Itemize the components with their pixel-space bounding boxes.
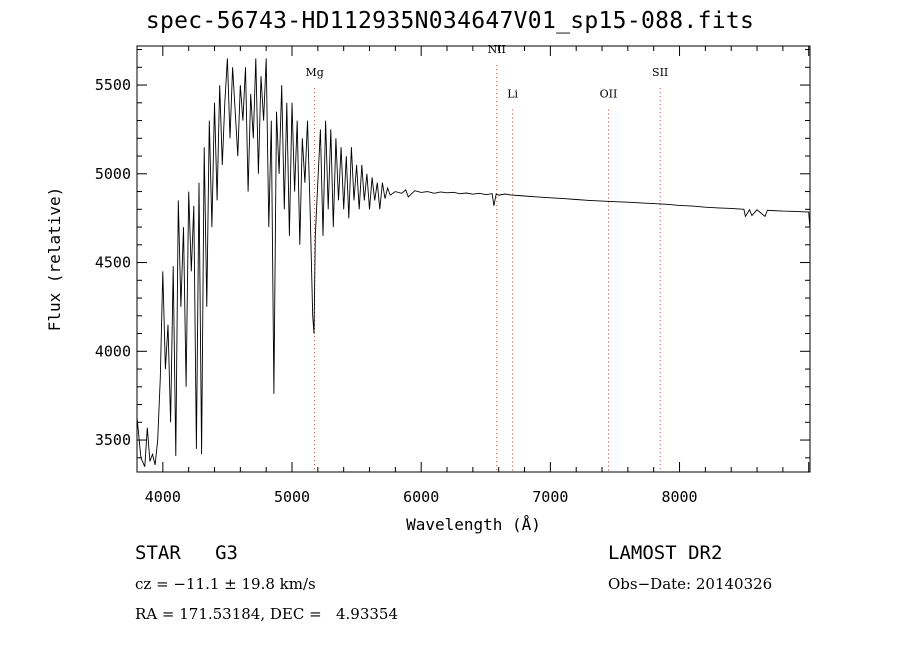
subclass: G3 [215,542,238,564]
survey-label: LAMOST DR2 [608,542,723,564]
y-axis-label: Flux (relative) [45,187,64,332]
y-tick-label: 3500 [95,431,131,449]
line-label: Mg [305,66,323,79]
object-type-label: STAR G3 [135,542,238,564]
y-tick-label: 5000 [95,165,131,183]
axes: 4000 5000 6000 7000 8000 3500 4000 4500 5000 5500 [95,46,810,506]
x-tick-label: 5000 [274,488,310,506]
x-axis-label: Wavelength (Å) [406,515,541,534]
x-tick-label: 7000 [532,488,568,506]
x-tick-label: 6000 [403,488,439,506]
coordinates: RA = 171.53184, DEC = 4.93354 [135,605,399,623]
y-tick-label: 4500 [95,254,131,272]
y-tick-label: 4000 [95,342,131,360]
line-label: Li [507,87,518,100]
line-label: SII [652,66,668,79]
x-tick-label: 8000 [661,488,697,506]
line-label: NII [488,43,506,56]
x-tick-label: 4000 [145,488,181,506]
line-label: OII [600,87,618,100]
plot-frame [136,45,811,473]
cz-value: cz = −11.1 ± 19.8 km/s [135,575,316,593]
object-type: STAR [135,542,181,564]
chart-title: spec-56743-HD112935N034647V01_sp15-088.f… [145,8,755,34]
spectrum-line [136,58,811,467]
y-tick-label: 5500 [95,76,131,94]
obs-date: Obs−Date: 20140326 [608,575,773,593]
line-markers: Mg NII Li OII SII [305,43,668,472]
